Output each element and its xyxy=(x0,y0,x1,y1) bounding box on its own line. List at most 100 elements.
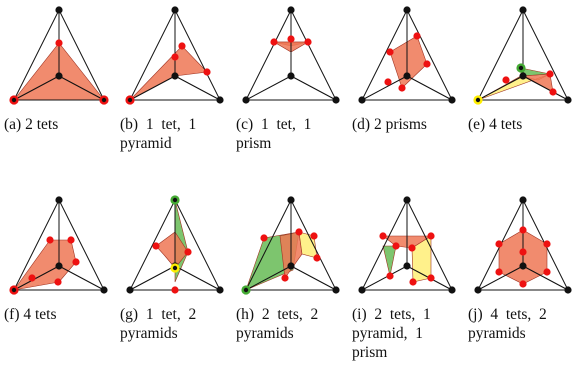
edge-h-1 xyxy=(290,199,337,291)
intersection-core-a-1 xyxy=(101,97,107,103)
intersection-b-3 xyxy=(171,53,179,61)
intersection-c-0 xyxy=(270,38,278,46)
intersection-b-2 xyxy=(203,68,211,76)
vertex-h-3 xyxy=(287,262,295,270)
edge-h-5 xyxy=(290,265,337,291)
edge-g-1 xyxy=(174,199,221,291)
vertex-j-1 xyxy=(474,286,482,294)
caption-d-line-0: (d) 2 prisms xyxy=(352,116,427,133)
edge-g-0 xyxy=(129,199,176,291)
edge-c-0 xyxy=(245,9,292,101)
vertex-d-2 xyxy=(448,96,456,104)
caption-g-line-0: (g) 1 tet, 2 xyxy=(120,306,197,323)
edge-a-0 xyxy=(13,9,60,101)
caption-j-line-0: (j) 4 tets, 2 xyxy=(468,306,547,323)
intersection-g-3 xyxy=(184,248,192,256)
intersection-j-3 xyxy=(543,268,551,276)
edge-d-1 xyxy=(406,9,453,101)
intersection-j-6 xyxy=(519,248,527,256)
edge-e-4 xyxy=(477,75,524,101)
intersection-core-h-0 xyxy=(243,287,249,293)
panel-b xyxy=(125,6,224,105)
intersection-core-e-1 xyxy=(518,65,524,71)
panel-j xyxy=(474,196,572,294)
intersection-f-1 xyxy=(46,236,54,244)
edge-j-4 xyxy=(477,265,524,291)
cell-b-0 xyxy=(129,45,208,101)
intersection-core-f-0 xyxy=(11,287,17,293)
edge-e-5 xyxy=(522,75,569,101)
vertex-j-2 xyxy=(564,286,572,294)
panel-a xyxy=(9,6,109,105)
vertex-b-0 xyxy=(171,6,179,14)
edge-e-0 xyxy=(477,9,524,101)
intersection-b-1 xyxy=(178,42,186,50)
vertex-b-2 xyxy=(216,96,224,104)
intersection-e-4 xyxy=(502,76,510,84)
vertex-c-1 xyxy=(242,96,250,104)
caption-e-line-0: (e) 4 tets xyxy=(468,116,523,133)
intersection-f-5 xyxy=(54,278,62,286)
edge-f-5 xyxy=(58,265,105,291)
caption-i-line-0: (i) 2 tets, 1 xyxy=(352,306,431,323)
vertex-f-3 xyxy=(55,262,63,270)
cell-i-1 xyxy=(382,245,397,277)
intersection-h-5 xyxy=(281,274,289,282)
intersection-core-b-0 xyxy=(127,97,133,103)
intersection-h-1 xyxy=(260,234,268,242)
edge-b-1 xyxy=(174,9,221,101)
vertex-i-2 xyxy=(448,286,456,294)
caption-a-line-0: (a) 2 tets xyxy=(4,116,59,133)
intersection-j-2 xyxy=(543,240,551,248)
vertex-h-2 xyxy=(332,286,340,294)
vertex-f-0 xyxy=(55,196,63,204)
intersection-j-1 xyxy=(519,226,527,234)
edge-a-4 xyxy=(13,75,60,101)
edge-b-0 xyxy=(129,9,176,101)
caption-h-line-0: (h) 2 tets, 2 xyxy=(236,306,319,323)
cell-g-1 xyxy=(155,231,176,269)
panel-i xyxy=(358,196,456,294)
intersection-e-3 xyxy=(549,88,557,96)
vertex-c-0 xyxy=(287,6,295,14)
caption-i-line-1: pyramid, 1 xyxy=(352,325,424,342)
intersection-j-5 xyxy=(495,268,503,276)
intersection-i-5 xyxy=(409,278,417,286)
vertex-f-2 xyxy=(100,286,108,294)
caption-i-line-2: prism xyxy=(352,344,388,361)
edge-e-1 xyxy=(522,9,569,101)
intersection-i-2 xyxy=(392,242,400,250)
edge-b-4 xyxy=(129,75,176,101)
intersection-i-4 xyxy=(386,272,394,280)
intersection-d-3 xyxy=(386,48,394,56)
edge-i-1 xyxy=(406,199,453,291)
vertex-g-2 xyxy=(216,286,224,294)
vertex-e-0 xyxy=(519,6,527,14)
intersection-g-2 xyxy=(152,242,160,250)
edge-g-5 xyxy=(174,265,221,291)
vertex-d-3 xyxy=(403,72,411,80)
caption-j-line-1: pyramids xyxy=(468,325,526,342)
edge-d-4 xyxy=(361,75,408,101)
intersection-c-2 xyxy=(287,35,295,43)
vertex-j-0 xyxy=(519,196,527,204)
vertex-i-0 xyxy=(403,196,411,204)
edge-b-5 xyxy=(174,75,221,101)
intersection-g-4 xyxy=(171,286,179,294)
intersection-h-2 xyxy=(295,228,303,236)
intersection-core-e-0 xyxy=(475,97,481,103)
panel-f xyxy=(9,196,108,295)
panel-d xyxy=(358,6,456,104)
vertex-i-1 xyxy=(358,286,366,294)
edge-j-5 xyxy=(522,265,569,291)
edge-h-4 xyxy=(245,265,292,291)
vertex-c-3 xyxy=(287,72,295,80)
intersection-h-3 xyxy=(310,232,318,240)
vertex-b-3 xyxy=(171,72,179,80)
intersection-j-4 xyxy=(519,280,527,288)
edge-i-4 xyxy=(361,265,408,291)
caption-b-line-1: pyramid xyxy=(120,135,172,152)
intersection-core-g-0 xyxy=(172,197,178,203)
